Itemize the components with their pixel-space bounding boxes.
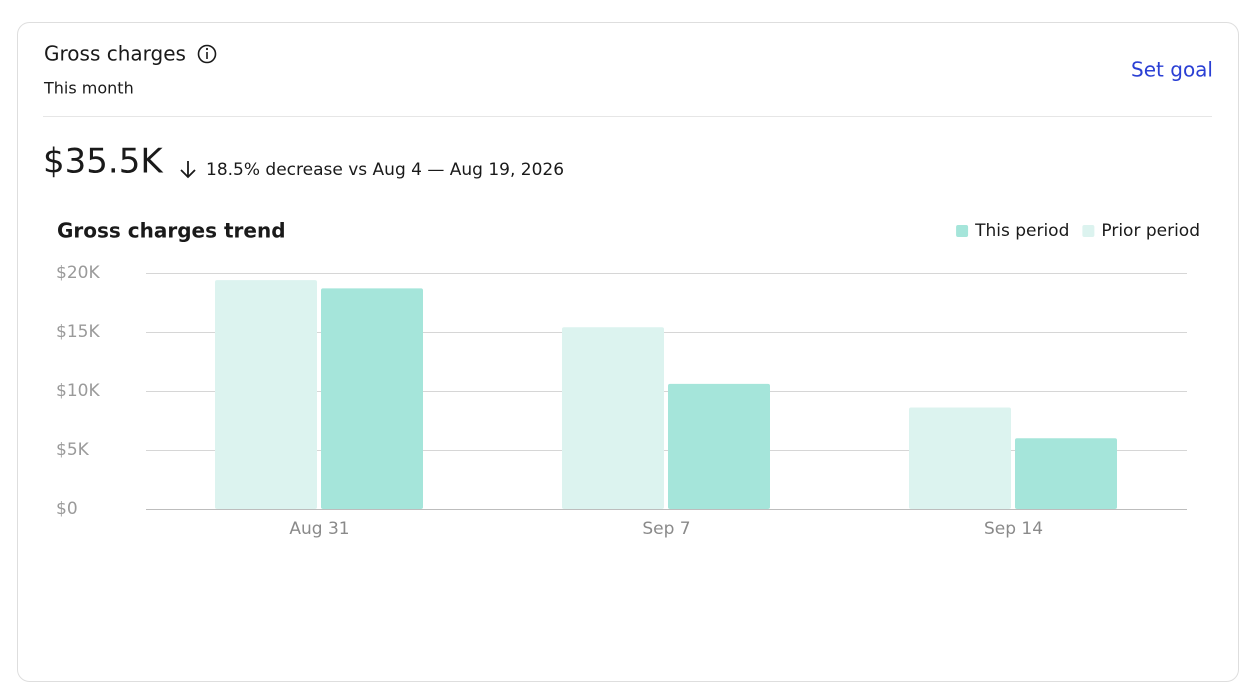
y-tick-label: $10K	[56, 381, 100, 401]
x-tick-label: Aug 31	[289, 519, 349, 539]
bar	[668, 383, 770, 509]
chart-title: Gross charges trend	[57, 219, 286, 243]
legend-swatch	[1082, 225, 1095, 237]
bar	[562, 327, 664, 509]
x-tick-label: Sep 14	[984, 519, 1043, 539]
bar	[1015, 438, 1117, 509]
summary-change: 18.5% decrease vs Aug 4 — Aug 19, 2026	[206, 160, 564, 180]
bar	[909, 407, 1011, 509]
y-tick-label: $5K	[56, 440, 90, 460]
y-tick-label: $20K	[56, 263, 100, 283]
card-subtitle: This month	[43, 79, 134, 98]
y-tick-label: $0	[56, 499, 78, 519]
legend-label: This period	[974, 221, 1069, 241]
bar	[215, 280, 317, 509]
legend-label: Prior period	[1101, 221, 1200, 241]
x-tick-label: Sep 7	[642, 519, 690, 539]
set-goal-link[interactable]: Set goal	[1131, 58, 1213, 82]
card-title: Gross charges	[44, 42, 186, 66]
info-icon[interactable]	[197, 44, 217, 64]
legend-swatch	[956, 225, 969, 237]
y-tick-label: $15K	[56, 322, 100, 342]
down-arrow-icon	[180, 161, 196, 179]
bar	[321, 288, 423, 509]
summary-value: $35.5K	[43, 142, 164, 182]
